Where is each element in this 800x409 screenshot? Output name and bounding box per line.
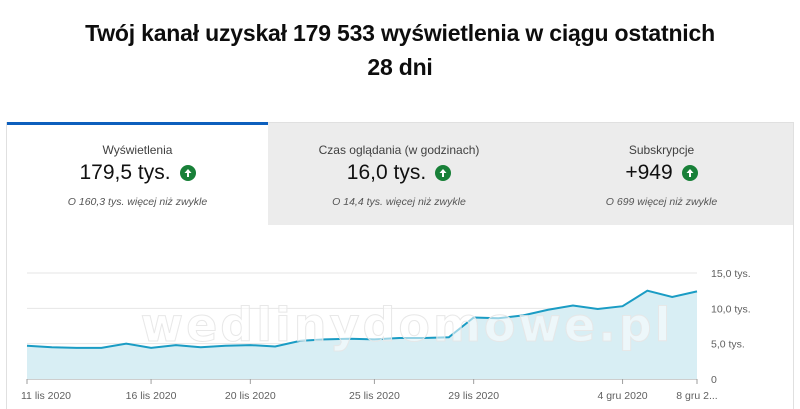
arrow-up-icon (681, 165, 698, 181)
tab-value: +949 (625, 161, 673, 184)
series-line (26, 289, 698, 349)
tab-value: 179,5 tys. (79, 161, 171, 184)
arrow-up-icon (435, 165, 452, 181)
x-tick-label: 20 lis 2020 (225, 390, 276, 402)
x-tick-label: 4 gru 2020 (597, 390, 647, 402)
tab-label: Subskrypcje (628, 143, 695, 157)
tab-value: 16,0 tys. (346, 161, 427, 184)
y-tick-label: 15,0 tys. (711, 268, 751, 280)
tab-note: O 699 więcej niż zwykle (605, 196, 718, 208)
metric-tabs: Wyświetlenia 179,5 tys. O 160,3 tys. wię… (7, 122, 793, 225)
series-area (27, 290, 697, 379)
arrow-up-icon (179, 165, 196, 181)
page-headline: Twój kanał uzyskał 179 533 wyświetlenia … (0, 16, 800, 84)
views-chart-svg: 0 5,0 tys. 10,0 tys. 15,0 tys. 11 lis 2020 16… (21, 268, 751, 402)
x-tick-label: 11 lis 2020 (21, 390, 71, 402)
tab-label: Czas oglądania (w godzinach) (318, 143, 480, 157)
tab-views[interactable]: Wyświetlenia 179,5 tys. O 160,3 tys. wię… (7, 122, 268, 225)
x-tick-label: 16 lis 2020 (126, 390, 177, 402)
tab-note: O 14,4 tys. więcej niż zwykle (332, 196, 466, 208)
y-tick-label: 0 (711, 374, 717, 386)
headline-line-1: Twój kanał uzyskał 179 533 wyświetlenia … (85, 20, 715, 46)
x-tick-label: 25 lis 2020 (349, 390, 400, 402)
tab-label: Wyświetlenia (102, 143, 173, 157)
tab-subscriptions[interactable]: Subskrypcje +949 O 699 więcej niż zwykle (530, 123, 793, 225)
headline-line-2: 28 dni (367, 54, 433, 80)
x-tick-label: 29 lis 2020 (448, 390, 499, 402)
analytics-card: Wyświetlenia 179,5 tys. O 160,3 tys. wię… (6, 122, 794, 409)
tab-note: O 160,3 tys. więcej niż zwykle (67, 196, 208, 208)
x-tick-label: 8 gru 2... (676, 390, 717, 402)
y-tick-label: 10,0 tys. (711, 303, 751, 315)
y-tick-label: 5,0 tys. (711, 339, 745, 351)
tab-watch-time[interactable]: Czas oglądania (w godzinach) 16,0 tys. O… (268, 123, 530, 225)
views-chart: 0 5,0 tys. 10,0 tys. 15,0 tys. 11 lis 2020 16… (7, 225, 793, 409)
